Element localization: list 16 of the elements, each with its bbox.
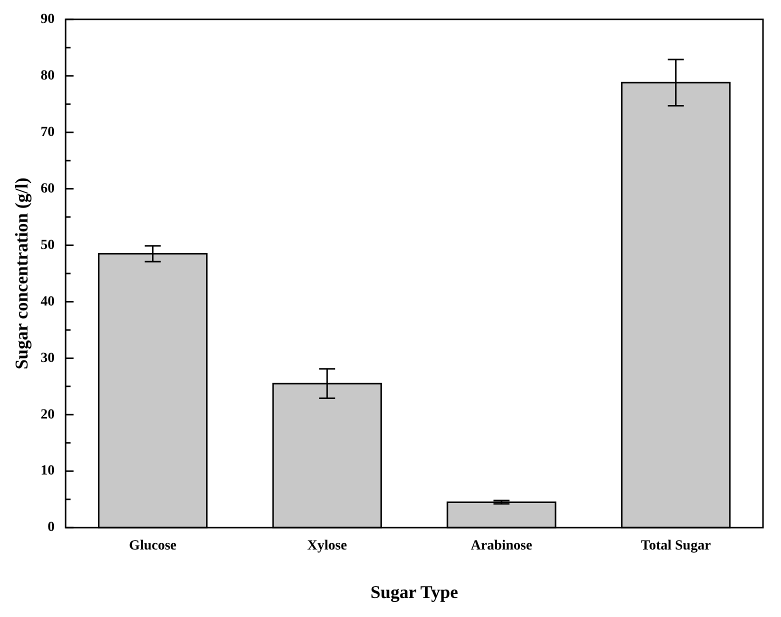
x-tick-label: Glucose — [129, 538, 176, 554]
y-tick-label: 10 — [40, 464, 55, 479]
x-axis-title: Sugar Type — [370, 582, 458, 602]
x-tick-label: Arabinose — [470, 538, 532, 554]
y-tick-label: 0 — [48, 520, 55, 536]
y-tick-label: 60 — [40, 181, 55, 196]
x-tick-label: Total Sugar — [640, 538, 711, 554]
y-tick-label: 70 — [40, 124, 55, 140]
y-tick-label: 90 — [40, 12, 55, 28]
y-tick-label: 50 — [40, 238, 55, 253]
y-tick-label: 30 — [40, 350, 55, 366]
x-tick-label: Xylose — [307, 538, 347, 554]
y-tick-label: 20 — [40, 407, 55, 422]
y-axis-title: Sugar concentration (g/l) — [11, 178, 32, 370]
y-tick-label: 40 — [40, 294, 55, 310]
y-tick-label: 80 — [40, 68, 55, 84]
